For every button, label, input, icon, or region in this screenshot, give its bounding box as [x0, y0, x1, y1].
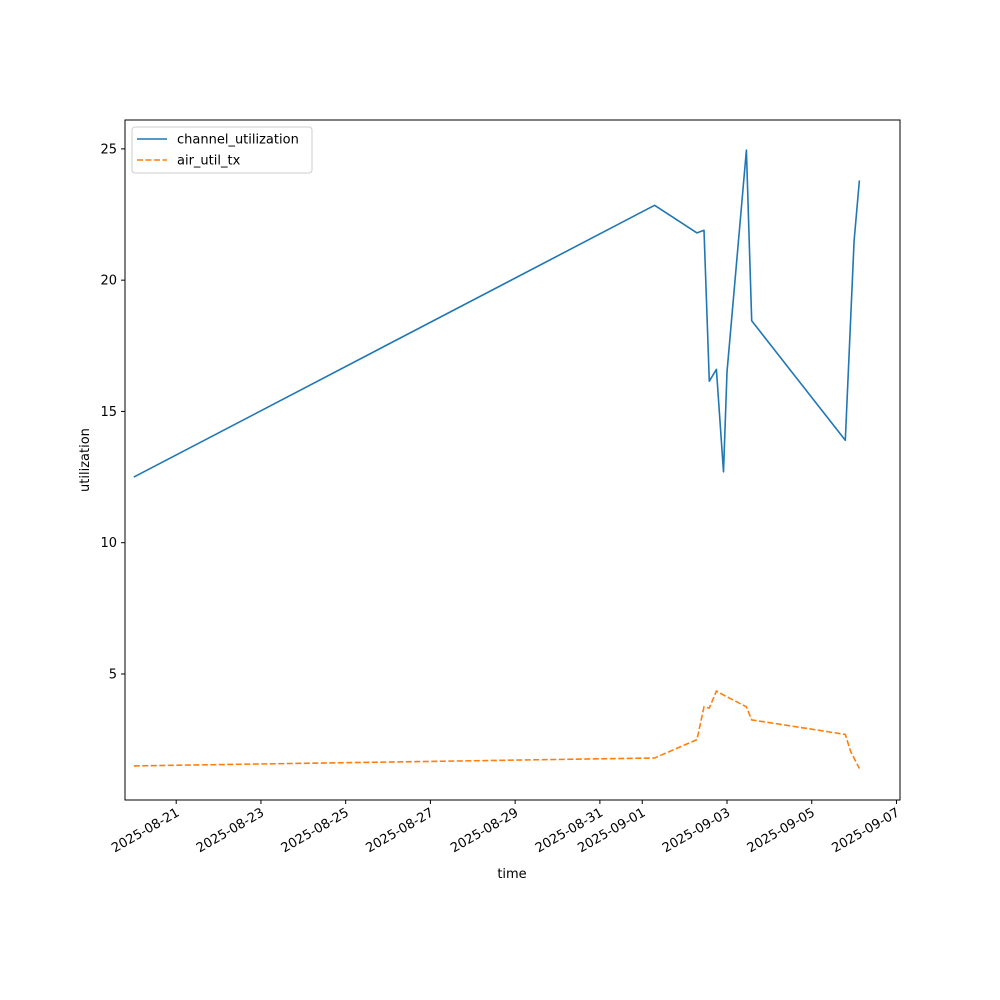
legend-label: air_util_tx [177, 154, 241, 169]
y-tick-label: 10 [100, 536, 117, 551]
legend-entries: channel_utilization air_util_tx [137, 133, 299, 169]
legend-box [131, 126, 313, 174]
y-tick-label: 15 [100, 405, 117, 420]
plot-frame [124, 119, 901, 801]
y-tick-label: 20 [100, 274, 117, 289]
y-axis: 5 10 15 20 25 [100, 142, 125, 682]
y-tick-label: 25 [100, 142, 117, 157]
y-tick-label: 5 [109, 667, 117, 682]
series-layer [133, 149, 861, 769]
series-line-channel-utilization [133, 149, 861, 478]
y-axis-label: utilization [78, 428, 93, 492]
series-line-air-util-tx [133, 690, 861, 769]
plot-area [124, 119, 901, 801]
x-axis-label: time [497, 867, 526, 882]
legend-label: channel_utilization [177, 133, 299, 148]
legend: channel_utilization air_util_tx [131, 126, 313, 174]
